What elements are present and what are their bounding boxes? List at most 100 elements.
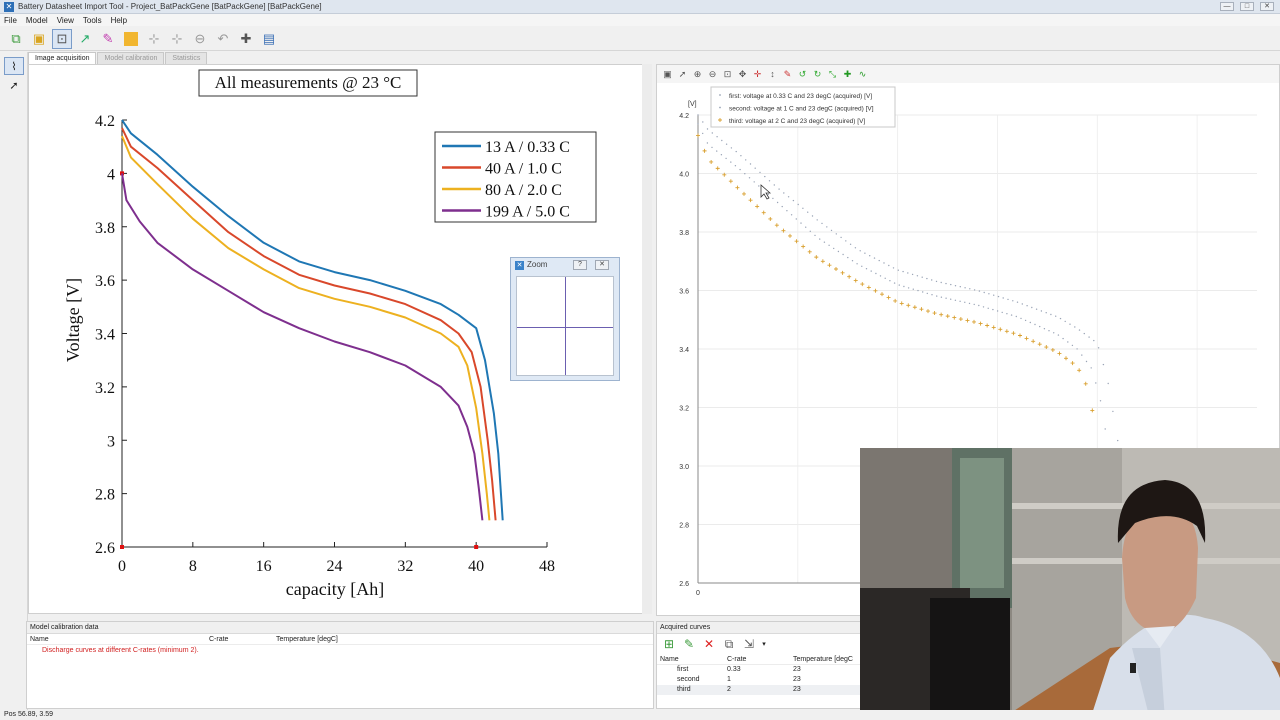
tab-statistics[interactable]: Statistics — [165, 52, 208, 64]
acq-point-second — [987, 307, 989, 309]
dropdown-arrow-icon[interactable]: ▾ — [762, 640, 766, 648]
axis-calibrate-icon[interactable]: ↗ — [79, 30, 91, 46]
copy-curve-icon[interactable]: ⧉ — [724, 636, 734, 651]
tab-image-acquisition[interactable]: Image acquisition — [28, 52, 97, 64]
menu-tools[interactable]: Tools — [82, 15, 102, 25]
close-button[interactable]: ✕ — [1260, 2, 1274, 11]
edit-curve-icon[interactable]: ✎ — [683, 636, 695, 651]
add-curve-icon[interactable]: ⊞ — [663, 636, 675, 651]
crosshair-red-icon[interactable]: ✛ — [753, 68, 762, 79]
acq-col-temperature[interactable]: Temperature [degC — [793, 656, 853, 663]
zoom-close-button[interactable]: ✕ — [595, 260, 609, 270]
image-acquisition-icon[interactable]: ⊡ — [52, 28, 72, 49]
acq-point-first — [869, 255, 871, 257]
acq-point-third — [1057, 351, 1062, 356]
curve-select-icon[interactable]: ⌇ — [4, 57, 24, 75]
tab-model-calibration[interactable]: Model calibration — [97, 52, 165, 64]
erase-icon[interactable]: ✎ — [783, 68, 792, 79]
acq-point-third — [781, 228, 786, 233]
acq-point-third — [742, 191, 747, 196]
y-tick-label: 2.6 — [95, 540, 115, 557]
rotate-left-icon[interactable]: ↺ — [798, 68, 807, 79]
calibration-marker[interactable] — [474, 545, 479, 549]
acq-point-second — [1015, 315, 1017, 318]
acq-point-third — [912, 305, 917, 310]
acq-point-second — [1057, 334, 1060, 336]
open-folder-icon[interactable]: ▣ — [32, 30, 46, 46]
datasheet-chart[interactable]: All measurements @ 23 °C 0 8 16 24 32 40 48 4.2… — [29, 65, 643, 613]
acq-point-second — [819, 238, 821, 240]
line-plot-icon[interactable]: ∿ — [858, 68, 867, 79]
pen-icon[interactable]: ✎ — [102, 30, 114, 46]
acq-col-name[interactable]: Name — [660, 656, 679, 663]
acq-col-crate[interactable]: C-rate — [727, 656, 747, 663]
menu-view[interactable]: View — [56, 15, 74, 25]
acq-point-first — [811, 215, 814, 217]
pointer-icon[interactable]: ➚ — [9, 79, 19, 92]
fit-curve-icon[interactable]: ⤡ — [828, 68, 837, 79]
pan-icon[interactable]: ✥ — [738, 68, 747, 79]
menu-help[interactable]: Help — [110, 15, 128, 25]
cell-temp: 23 — [793, 676, 801, 683]
acq-point-third — [722, 172, 727, 177]
zoom-out-icon[interactable]: ⊖ — [708, 68, 717, 79]
acq-point-third — [794, 239, 799, 244]
col-name[interactable]: Name — [30, 636, 49, 643]
table-row[interactable]: first 0.33 23 — [657, 665, 865, 675]
acq-point-second — [847, 256, 849, 259]
left-panel-scrollbar[interactable] — [642, 64, 652, 614]
acq-point-second — [875, 272, 877, 275]
col-crate[interactable]: C-rate — [209, 636, 229, 643]
acq-point-second — [922, 291, 924, 293]
maximize-button[interactable]: □ — [1240, 2, 1254, 11]
acq-point-third — [1031, 339, 1036, 344]
chart-title-box — [198, 69, 418, 97]
color-fill-icon[interactable] — [121, 29, 141, 49]
acq-point-second — [702, 132, 704, 135]
zoom-help-button[interactable]: ? — [573, 260, 587, 270]
menu-file[interactable]: File — [4, 15, 17, 25]
menu-model[interactable]: Model — [25, 15, 48, 25]
zoom-window[interactable]: ✕ Zoom ? ✕ — [510, 257, 620, 381]
col-temperature[interactable]: Temperature [degC] — [276, 636, 338, 643]
delete-icon[interactable]: ⊖ — [194, 30, 206, 46]
acq-point-second — [1010, 314, 1013, 316]
acq-point-third — [958, 317, 963, 322]
acq-point-third — [991, 325, 996, 330]
add-marker-icon[interactable]: ✚ — [843, 68, 852, 79]
acq-point-first — [921, 276, 923, 278]
acq-point-third — [1090, 408, 1095, 413]
pan-vertical-icon[interactable]: ↕ — [770, 68, 775, 79]
acq-point-second — [861, 265, 863, 267]
zoom-in-icon[interactable]: ⊕ — [693, 68, 702, 79]
export-curve-icon[interactable]: ⇲ — [743, 636, 755, 651]
calibration-marker[interactable] — [120, 171, 124, 176]
acq-point-first — [892, 267, 895, 269]
add-point-icon[interactable]: ⊹ — [148, 30, 160, 46]
acq-point-first — [764, 175, 766, 178]
move-point-icon[interactable]: ⊹ — [171, 30, 183, 46]
table-row[interactable]: second 1 23 — [657, 675, 865, 685]
undo-icon[interactable]: ↶ — [217, 30, 229, 46]
rotate-right-icon[interactable]: ↻ — [813, 68, 822, 79]
plot-pointer-icon[interactable]: ➚ — [678, 68, 687, 79]
delete-curve-icon[interactable]: ✕ — [703, 636, 715, 651]
acq-point-first — [1102, 363, 1105, 366]
minimize-button[interactable]: — — [1220, 2, 1234, 11]
acq-point-second — [1067, 341, 1069, 343]
copy-plot-icon[interactable]: ▣ — [663, 68, 672, 79]
calibration-marker[interactable] — [120, 545, 124, 549]
table-row[interactable]: third 2 23 — [657, 685, 865, 695]
grid-icon[interactable]: ✚ — [240, 30, 252, 46]
export-icon[interactable]: ▤ — [262, 30, 276, 46]
zoom-fit-icon[interactable]: ⊡ — [723, 68, 732, 79]
acq-point-second — [823, 241, 826, 243]
datasheet-image-panel[interactable]: All measurements @ 23 °C 0 8 16 24 32 40 48 4.2… — [28, 64, 644, 614]
acq-point-third — [788, 233, 793, 238]
acq-point-first — [830, 229, 833, 232]
new-project-icon[interactable]: ⧉ — [11, 30, 21, 46]
title-bar: ✕ Battery Datasheet Import Tool - Projec… — [0, 0, 1280, 14]
calibration-hint: Discharge curves at different C-rates (m… — [42, 647, 199, 654]
acq-point-second — [837, 250, 840, 253]
acq-point-second — [748, 177, 751, 179]
